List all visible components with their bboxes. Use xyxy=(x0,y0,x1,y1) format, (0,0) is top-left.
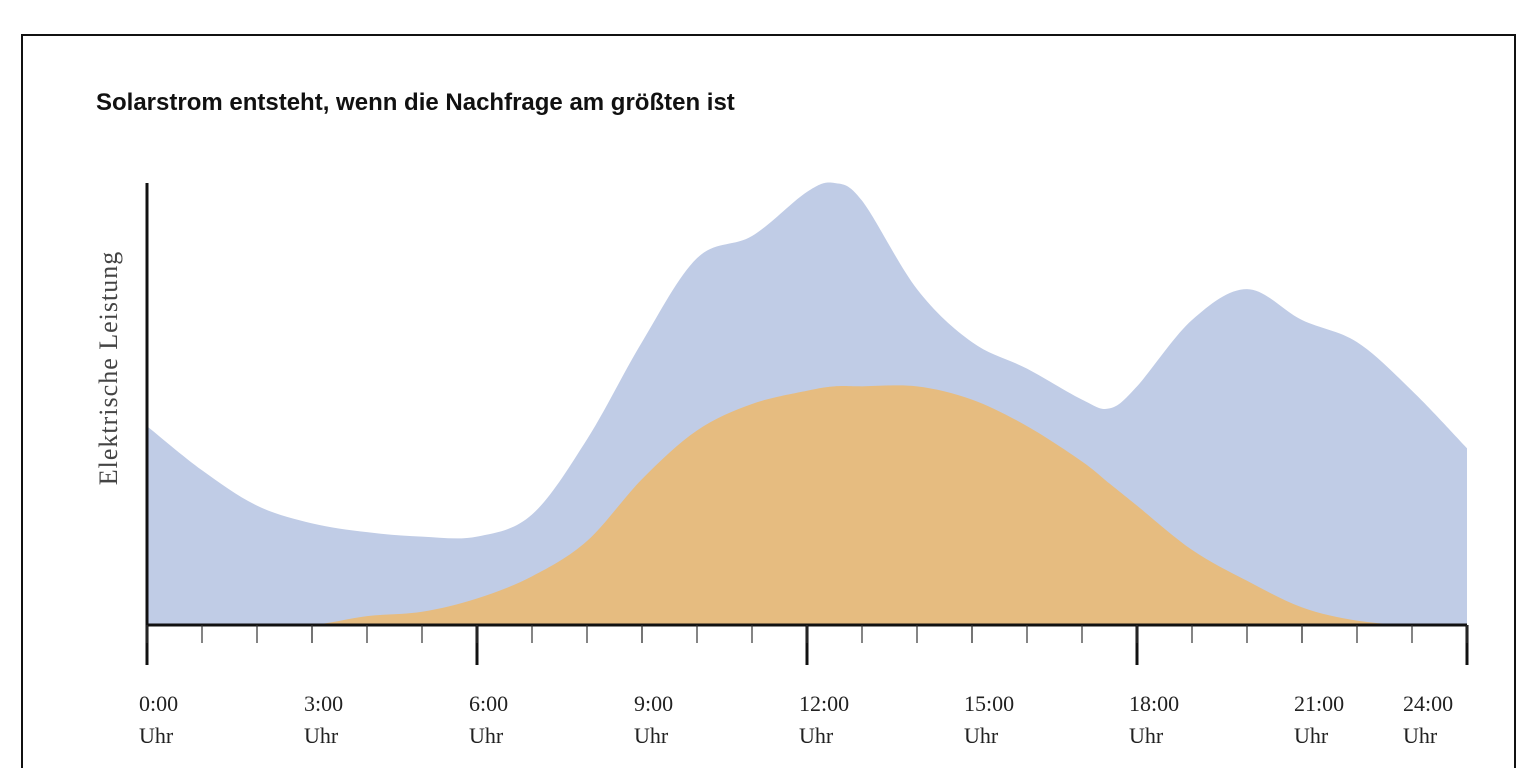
x-tick-label: 15:00 Uhr xyxy=(964,691,1015,748)
chart-title: Solarstrom entsteht, wenn die Nachfrage … xyxy=(96,89,735,116)
x-tick-label: 18:00 Uhr xyxy=(1129,691,1180,748)
x-tick-label: 21:00 Uhr xyxy=(1294,691,1345,748)
x-tick-label: 3:00 Uhr xyxy=(304,691,344,748)
x-tick-label: 9:00 Uhr xyxy=(634,691,674,748)
x-tick-label: 12:00 Uhr xyxy=(799,691,850,748)
x-tick-label: 24:00 Uhr xyxy=(1403,691,1454,748)
area xyxy=(147,385,1467,625)
y-axis-label: Elektrische Leistung xyxy=(94,251,123,485)
x-tick-label: 6:00 Uhr xyxy=(469,691,509,748)
frame xyxy=(21,34,1516,768)
x-tick-label: 0:00 Uhr xyxy=(139,691,179,748)
